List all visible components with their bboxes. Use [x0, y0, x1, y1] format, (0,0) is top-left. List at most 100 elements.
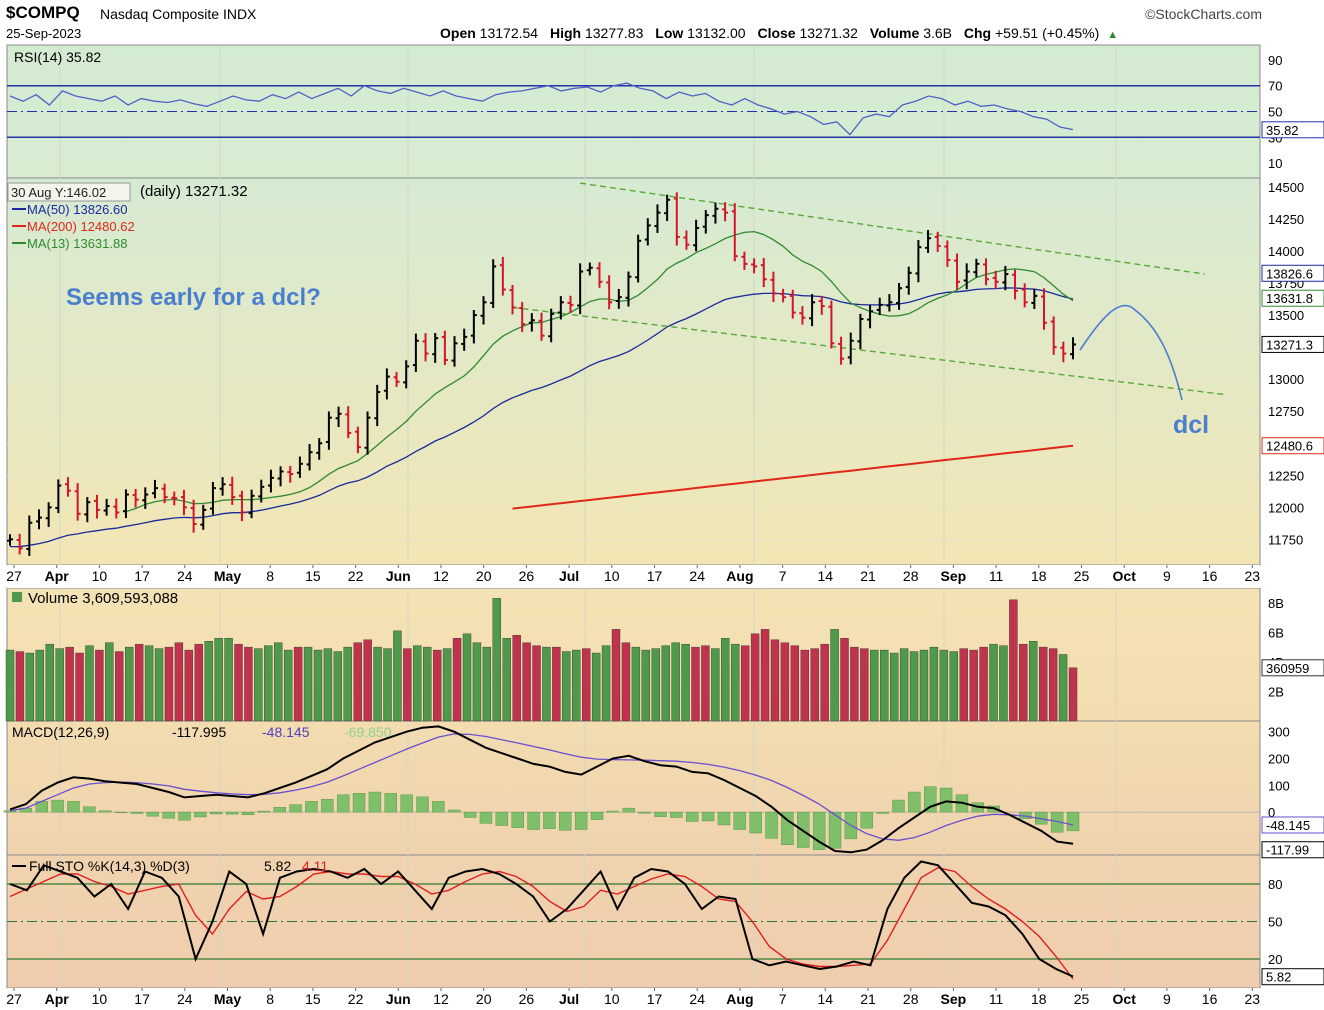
volume-bar — [1048, 648, 1058, 722]
volume-bar — [889, 652, 899, 722]
macd-histogram-bar — [448, 809, 461, 813]
macd-tick-label: 100 — [1268, 778, 1290, 793]
volume-bar — [979, 646, 988, 722]
volume-bar — [204, 641, 213, 722]
volume-bar — [214, 638, 223, 722]
volume-bar — [840, 638, 849, 722]
x-tick-label: 15 — [305, 568, 321, 584]
sto-k-line — [9, 860, 1074, 978]
x-tick-label: 17 — [647, 991, 663, 1007]
volume-bar — [1029, 641, 1038, 722]
macd-histogram-bar — [559, 811, 572, 831]
x-tick-label: 27 — [6, 991, 22, 1007]
rsi-tick-label: 70 — [1268, 79, 1282, 94]
rsi-tick-label: 90 — [1268, 53, 1282, 68]
ma200-last-label: 12480.6 — [1266, 439, 1313, 454]
volume-bar — [115, 651, 124, 722]
volume-bar — [254, 648, 263, 722]
macd-histogram-bar — [98, 810, 112, 813]
price-tick-label: 14500 — [1268, 180, 1304, 195]
macd-histogram-bar — [67, 801, 80, 813]
volume-bar — [373, 646, 382, 722]
volume-bar — [870, 649, 879, 722]
close-last-label: 13271.3 — [1266, 337, 1313, 352]
x-tick-label: Jun — [386, 568, 411, 584]
macd-legend-name: MACD(12,26,9) — [12, 724, 109, 740]
volume-bar — [671, 642, 680, 722]
volume-bar — [949, 651, 958, 722]
macd-legend-signal: -48.145 — [262, 724, 310, 740]
volume-bar — [880, 649, 889, 722]
macd-histogram-bar — [828, 811, 842, 849]
dcl-projection-curve — [1079, 304, 1183, 401]
x-tick-label: 20 — [476, 991, 492, 1007]
macd-histogram-bar — [908, 791, 921, 813]
macd-histogram-bar — [749, 811, 762, 834]
volume-bar — [919, 649, 929, 722]
macd-histogram-bar — [368, 791, 382, 813]
rsi-legend: RSI(14) 35.82 — [14, 49, 101, 65]
macd-histogram-bar — [622, 807, 635, 813]
price-tick-label: 14250 — [1268, 212, 1304, 227]
macd-signal-last-label-box — [1261, 816, 1324, 834]
volume-bar — [55, 648, 64, 722]
volume-bar — [721, 638, 730, 722]
macd-histogram-bar — [210, 811, 223, 815]
x-tick-label: 26 — [519, 991, 535, 1007]
volume-bar — [343, 646, 352, 722]
volume-bar — [989, 643, 998, 722]
macd-histogram-bar — [51, 799, 64, 813]
sto-tick-label: 20 — [1268, 952, 1282, 967]
volume-bar — [432, 649, 442, 722]
macd-histogram-bar — [130, 811, 144, 814]
macd-signal-line — [9, 733, 1074, 841]
x-tick-label: 10 — [604, 991, 620, 1007]
volume-bar — [442, 648, 452, 722]
volume-bar — [939, 649, 949, 722]
x-tick-label: 26 — [519, 568, 535, 584]
x-tick-label: 14 — [818, 568, 834, 584]
macd-histogram-bar — [289, 804, 302, 813]
volume-bar — [154, 648, 164, 722]
macd-histogram-bar — [352, 793, 366, 813]
macd-histogram-bar — [590, 811, 604, 820]
volume-bar — [244, 646, 253, 722]
vol-legend-swatch — [12, 592, 22, 602]
rsi-last-label-box — [1261, 121, 1324, 139]
volume-bar — [1068, 667, 1078, 722]
volume-bar — [522, 642, 531, 722]
ma50-line — [9, 287, 1074, 548]
x-tick-label: 10 — [92, 991, 108, 1007]
sto-last-label-box — [1261, 968, 1324, 986]
sto-tick-label: 50 — [1268, 915, 1282, 930]
macd-histogram-bar — [733, 811, 747, 830]
ma13-last-label: 13631.8 — [1266, 291, 1313, 306]
volume-bar — [85, 645, 94, 722]
volume-bar — [293, 646, 303, 722]
x-tick-label: 12 — [433, 991, 449, 1007]
volume-bar — [760, 629, 770, 722]
high-label: High — [549, 25, 582, 41]
volume-bar — [264, 645, 273, 722]
macd-histogram-bar — [114, 811, 128, 813]
volume-bar — [363, 639, 372, 722]
x-tick-label: 27 — [6, 568, 22, 584]
macd-histogram-bar — [765, 811, 778, 839]
x-tick-label: 17 — [134, 568, 150, 584]
volume-bar — [959, 648, 968, 722]
macd-histogram-bar — [527, 811, 540, 830]
price-tick-label: 11750 — [1268, 532, 1303, 547]
x-tick-label: Oct — [1113, 568, 1137, 584]
x-tick-label: 24 — [689, 991, 705, 1007]
close-label: Close — [757, 25, 796, 41]
volume-bar — [641, 649, 651, 722]
sto-legend-name: Full STO %K(14,3) %D(3) — [29, 858, 190, 874]
volume-value: 3.6B — [923, 25, 952, 41]
x-tick-label: 14 — [818, 991, 834, 1007]
chg-value: +59.51 (+0.45%) — [995, 25, 1100, 41]
macd-histogram-bar — [638, 811, 651, 814]
macd-histogram-bar — [178, 811, 191, 821]
x-tick-label: 21 — [860, 568, 876, 584]
volume-bar — [701, 645, 710, 722]
volume-bar — [393, 630, 402, 722]
